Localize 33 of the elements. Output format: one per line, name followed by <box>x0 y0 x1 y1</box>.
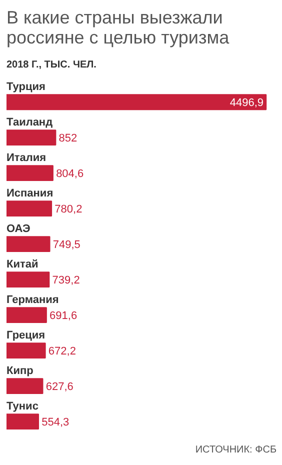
bar <box>6 94 267 110</box>
bar <box>6 236 50 252</box>
y-tick-label: Китай <box>6 258 38 270</box>
chart-title: В какие страны выезжали россияне с целью туризма <box>6 8 230 48</box>
data-label: 739,2 <box>52 274 80 287</box>
data-label: 627,6 <box>46 381 74 394</box>
y-tick-label: Турция <box>6 80 46 93</box>
bar <box>6 130 56 146</box>
y-tick-label: Греция <box>6 329 46 342</box>
bar <box>6 272 50 288</box>
bar <box>6 200 52 217</box>
data-label: 780,2 <box>54 204 82 216</box>
y-tick-label: ОАЭ <box>6 222 30 235</box>
chart-subtitle: 2018 Г., ТЫС. ЧЕЛ. <box>6 60 97 70</box>
data-label: 691,6 <box>50 310 78 322</box>
y-tick-label: Кипр <box>6 364 34 377</box>
y-tick-label: Испания <box>6 187 54 200</box>
y-tick-label: Италия <box>6 152 46 164</box>
data-label: 672,2 <box>48 346 76 358</box>
y-tick-label: Германия <box>6 294 59 306</box>
y-tick-label: Тунис <box>6 400 38 412</box>
bar <box>6 378 44 394</box>
data-label: 749,5 <box>52 239 80 252</box>
bar <box>6 414 39 430</box>
bar <box>6 165 54 182</box>
data-label: 4496,9 <box>230 97 264 110</box>
text: ИСТОЧНИК: ФСБ <box>195 444 277 456</box>
y-tick-label: Таиланд <box>6 116 53 128</box>
data-label: 804,6 <box>56 168 84 180</box>
data-label: 554,3 <box>42 416 70 429</box>
bar <box>6 307 47 324</box>
bar <box>6 342 46 358</box>
data-label: 852 <box>58 132 78 145</box>
